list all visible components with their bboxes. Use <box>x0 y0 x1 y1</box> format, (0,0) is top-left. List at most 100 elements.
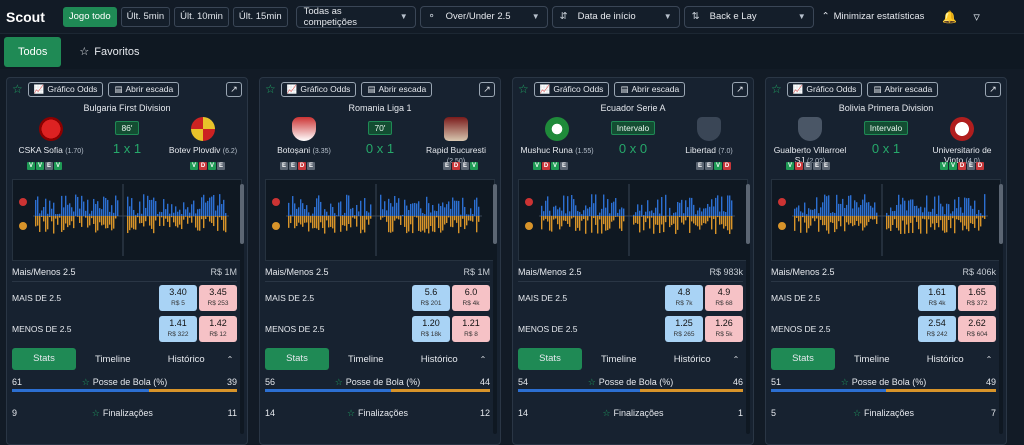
sort-select[interactable]: ⇵ Data de início ▼ <box>551 5 680 28</box>
open-ladder-label: Abrir escada <box>378 84 427 94</box>
under-lay-button[interactable]: 1.42 R$ 12 <box>199 315 237 342</box>
external-link-icon[interactable]: ↗ <box>479 81 495 97</box>
shots-home: 14 <box>518 408 529 418</box>
card-scrollbar[interactable] <box>240 184 244 434</box>
over-lay-button[interactable]: 4.9 R$ 68 <box>705 284 743 311</box>
odds-chart-button[interactable]: 📈 Gráfico Odds <box>533 81 610 97</box>
home-team-name: Gualberto Villarroel SJ <box>773 145 847 165</box>
star-icon[interactable]: ☆ <box>840 376 849 387</box>
scrollbar-thumb[interactable] <box>240 184 244 244</box>
over-lay-button[interactable]: 1.65 R$ 372 <box>958 284 996 311</box>
tab-stats[interactable]: Stats <box>518 348 582 370</box>
over-row: MAIS DE 2.5 4.8 R$ 7k 4.9 R$ 68 <box>518 282 743 313</box>
filter-last-5min-button[interactable]: Últ. 5min <box>120 6 171 27</box>
competitions-select[interactable]: Todas as competições ▼ <box>295 5 416 28</box>
chevron-up-icon[interactable]: ⌃ <box>985 354 993 364</box>
tab-stats[interactable]: Stats <box>12 348 76 370</box>
filter-full-game-button[interactable]: Jogo todo <box>62 6 117 27</box>
tab-timeline[interactable]: Timeline <box>853 353 890 365</box>
away-team: Botev Plovdiv (6.2) <box>163 117 243 157</box>
chevron-up-icon[interactable]: ⌃ <box>226 354 234 364</box>
form-result-badge: V <box>54 162 62 170</box>
possession-home-fill <box>12 389 150 392</box>
over-back-odd: 3.40 <box>169 286 187 297</box>
external-link-icon[interactable]: ↗ <box>732 81 748 97</box>
tab-timeline[interactable]: Timeline <box>600 353 637 365</box>
tab-history[interactable]: Histórico <box>673 353 711 365</box>
under-back-button[interactable]: 1.20 R$ 18k <box>412 315 450 342</box>
star-icon[interactable]: ☆ <box>346 407 356 418</box>
tab-favorites[interactable]: ☆ Favoritos <box>61 37 157 67</box>
over-back-button[interactable]: 4.8 R$ 7k <box>665 284 703 311</box>
chevron-up-icon[interactable]: ⌃ <box>732 354 740 364</box>
mode-select[interactable]: ⇅ Back e Lay ▼ <box>683 5 814 28</box>
odds-chart-button[interactable]: 📈 Gráfico Odds <box>27 81 104 97</box>
star-icon[interactable]: ☆ <box>334 376 343 387</box>
tab-stats[interactable]: Stats <box>265 348 329 370</box>
over-lay-button[interactable]: 3.45 R$ 253 <box>199 284 237 311</box>
card-scrollbar[interactable] <box>746 184 750 434</box>
under-row: MENOS DE 2.5 1.20 R$ 18k 1.21 R$ 8 <box>265 313 490 344</box>
over-back-button[interactable]: 1.61 R$ 4k <box>918 284 956 311</box>
tab-all[interactable]: Todos <box>4 36 62 67</box>
minimize-stats-button[interactable]: ⌃ Minimizar estatísticas <box>822 11 925 22</box>
home-team-name: CSKA Sofia <box>18 145 63 155</box>
odds-chart-button[interactable]: 📈 Gráfico Odds <box>280 81 357 97</box>
under-lay-button[interactable]: 2.62 R$ 604 <box>958 315 996 342</box>
scrollbar-thumb[interactable] <box>746 184 750 244</box>
open-ladder-button[interactable]: ▤ Abrir escada <box>108 81 180 97</box>
open-ladder-label: Abrir escada <box>884 84 933 94</box>
form-result-badge: E <box>289 162 297 170</box>
form-result-badge: D <box>958 162 966 170</box>
open-ladder-button[interactable]: ▤ Abrir escada <box>867 81 939 97</box>
filter-last-10min-button[interactable]: Últ. 10min <box>174 6 229 27</box>
odds-chart-svg <box>525 184 735 256</box>
favorite-star-icon[interactable]: ☆ <box>518 82 529 96</box>
stats-tabs: Stats Timeline Histórico ⌃ <box>12 348 237 370</box>
tab-history[interactable]: Histórico <box>926 353 964 365</box>
card-scrollbar[interactable] <box>493 184 497 434</box>
over-lay-button[interactable]: 6.0 R$ 4k <box>452 284 490 311</box>
odds-chart-button[interactable]: 📈 Gráfico Odds <box>786 81 863 97</box>
favorite-star-icon[interactable]: ☆ <box>771 82 782 96</box>
external-link-icon[interactable]: ↗ <box>985 81 1001 97</box>
open-ladder-button[interactable]: ▤ Abrir escada <box>614 81 686 97</box>
tab-history[interactable]: Histórico <box>167 353 205 365</box>
possession-away-fill <box>639 389 743 392</box>
open-ladder-button[interactable]: ▤ Abrir escada <box>361 81 433 97</box>
bell-icon[interactable]: 🔔 <box>942 9 958 24</box>
under-back-button[interactable]: 1.25 R$ 265 <box>665 315 703 342</box>
filter-last-15min-button[interactable]: Últ. 15min <box>232 6 288 27</box>
over-back-button[interactable]: 5.6 R$ 201 <box>412 284 450 311</box>
under-back-button[interactable]: 1.41 R$ 322 <box>159 315 197 342</box>
league-name: Romania Liga 1 <box>348 103 412 113</box>
under-lay-button[interactable]: 1.26 R$ 5k <box>705 315 743 342</box>
scrollbar-thumb[interactable] <box>999 184 1003 244</box>
form-result-badge: E <box>804 162 812 170</box>
favorite-star-icon[interactable]: ☆ <box>12 82 23 96</box>
external-link-icon[interactable]: ↗ <box>226 81 242 97</box>
filter-icon[interactable]: ▿ <box>973 8 980 24</box>
under-lay-odd: 2.62 <box>968 317 986 328</box>
chevron-up-icon[interactable]: ⌃ <box>479 354 487 364</box>
star-icon[interactable]: ☆ <box>81 376 90 387</box>
market-select[interactable]: ⚬ Over/Under 2.5 ▼ <box>419 5 548 28</box>
star-icon[interactable]: ☆ <box>852 407 862 418</box>
over-back-button[interactable]: 3.40 R$ 5 <box>159 284 197 311</box>
tab-history[interactable]: Histórico <box>420 353 458 365</box>
odds-chart-label: Gráfico Odds <box>553 84 604 94</box>
match-score: 1 x 1 <box>112 141 142 156</box>
league-name: Ecuador Serie A <box>600 103 666 113</box>
tab-stats[interactable]: Stats <box>771 348 835 370</box>
star-icon[interactable]: ☆ <box>602 407 611 418</box>
star-icon[interactable]: ☆ <box>91 407 100 418</box>
favorite-star-icon[interactable]: ☆ <box>265 82 276 96</box>
tab-timeline[interactable]: Timeline <box>347 353 384 365</box>
under-lay-button[interactable]: 1.21 R$ 8 <box>452 315 490 342</box>
star-icon[interactable]: ☆ <box>587 376 596 387</box>
ladder-icon: ▤ <box>620 83 629 94</box>
tab-timeline[interactable]: Timeline <box>94 353 131 365</box>
under-back-button[interactable]: 2.54 R$ 242 <box>918 315 956 342</box>
card-scrollbar[interactable] <box>999 184 1003 434</box>
scrollbar-thumb[interactable] <box>493 184 497 244</box>
